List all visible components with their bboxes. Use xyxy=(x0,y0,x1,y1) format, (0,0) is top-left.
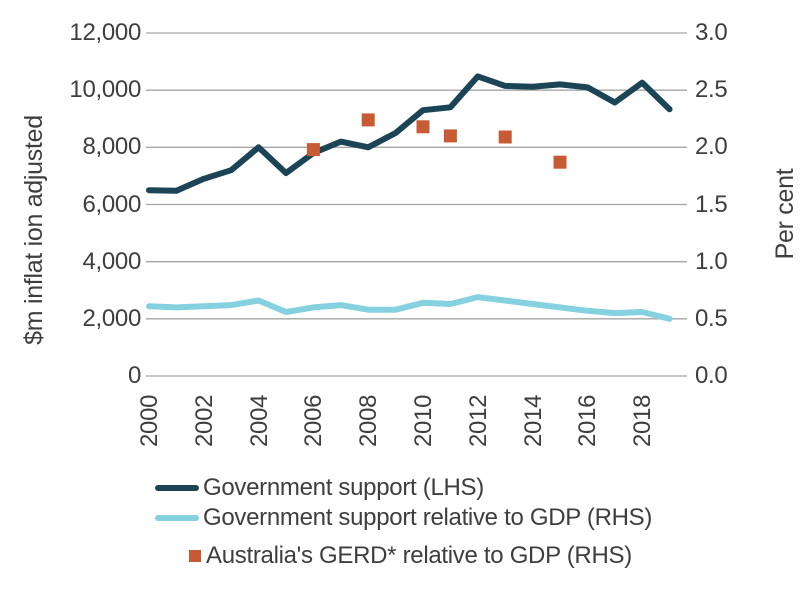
left-axis-tick: 6,000 xyxy=(82,191,141,218)
left-axis-title: $m inflat ion adjusted xyxy=(20,115,48,345)
x-axis-tick: 2002 xyxy=(191,394,218,447)
x-axis-tick: 2004 xyxy=(246,394,273,447)
right-axis-tick: 3.0 xyxy=(695,19,728,46)
x-axis-tick: 2008 xyxy=(355,394,382,447)
right-axis-tick: 0.5 xyxy=(695,305,728,332)
right-axis-tick: 1.0 xyxy=(695,248,728,275)
left-axis-tick: 10,000 xyxy=(69,76,141,103)
left-axis-tick: 4,000 xyxy=(82,248,141,275)
x-axis-tick: 2010 xyxy=(410,394,437,447)
x-axis-tick: 2006 xyxy=(300,394,327,447)
scatter-marker-gerd xyxy=(416,120,430,134)
left-axis-tick: 8,000 xyxy=(82,133,141,160)
right-axis-title: Per cent xyxy=(771,168,799,260)
scatter-marker-gerd xyxy=(443,129,457,143)
series-light_blue-line xyxy=(146,294,673,322)
left-axis-tick: 12,000 xyxy=(69,19,141,46)
right-axis-tick: 2.0 xyxy=(695,133,728,160)
legend-item-government-support-gdp: Government support relative to GDP (RHS) xyxy=(155,506,652,530)
legend-label: Australia's GERD* relative to GDP (RHS) xyxy=(206,542,632,569)
legend-line-swatch-navy xyxy=(155,485,199,491)
x-axis-tick: 2012 xyxy=(465,394,492,447)
scatter-marker-gerd xyxy=(361,113,375,127)
x-axis-tick: 2000 xyxy=(136,394,163,447)
x-axis-tick: 2018 xyxy=(629,394,656,447)
scatter-marker-gerd xyxy=(498,130,512,144)
right-axis-tick: 0.0 xyxy=(695,362,728,389)
left-axis-tick: 2,000 xyxy=(82,305,141,332)
legend-line-swatch-lightblue xyxy=(155,515,199,521)
x-axis-tick: 2016 xyxy=(574,394,601,447)
x-axis-tick: 2014 xyxy=(520,394,547,447)
legend-item-australia-gerd: Australia's GERD* relative to GDP (RHS) xyxy=(189,544,632,568)
legend-square-swatch-orange xyxy=(189,550,201,562)
scatter-marker-gerd xyxy=(553,155,567,169)
legend-item-government-support: Government support (LHS) xyxy=(155,476,484,500)
legend-label: Government support (LHS) xyxy=(203,474,484,501)
left-axis-tick: 0 xyxy=(127,362,141,389)
legend-label: Government support relative to GDP (RHS) xyxy=(203,504,653,531)
right-axis-tick: 1.5 xyxy=(695,191,728,218)
series-navy-line xyxy=(146,73,673,194)
right-axis-tick: 2.5 xyxy=(695,76,728,103)
scatter-marker-gerd xyxy=(306,143,320,157)
